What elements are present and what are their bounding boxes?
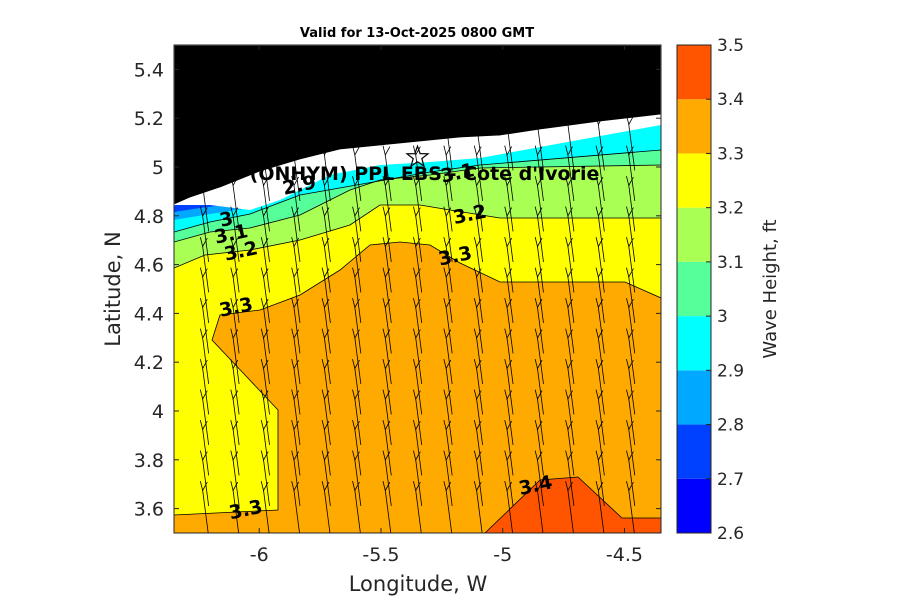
wave-arrow	[230, 176, 240, 232]
colorbar-swatch	[677, 478, 711, 533]
wave-arrow	[199, 176, 210, 232]
y-tick-label: 4	[152, 401, 164, 423]
colorbar-tick-label: 3.5	[717, 36, 744, 56]
colorbar-swatch	[677, 207, 711, 262]
wave-direction-arrows	[199, 115, 636, 533]
y-tick-label: 4.6	[134, 255, 164, 277]
colorbar-tick-label: 2.9	[717, 361, 744, 381]
wave-arrow	[321, 145, 331, 202]
y-tick-label: 5.4	[134, 59, 164, 81]
colorbar-tick-label: 3.4	[717, 90, 744, 110]
y-tick-label: 4.8	[134, 206, 164, 228]
colorbar-swatch	[677, 261, 711, 317]
y-tick-label: 5	[152, 157, 164, 179]
y-axis-ticks: 3.6 3.8 4 4.2 4.4 4.6 4.8 5 5.2 5.4	[134, 59, 661, 521]
y-tick-label: 4.4	[134, 303, 164, 325]
x-axis-label: Longitude, W	[349, 572, 488, 596]
y-tick-label: 3.8	[134, 450, 164, 472]
colorbar-tick-label: 3.3	[717, 144, 744, 164]
contour-labels: 2.9 3.133.13.23.23.33.33.33.4	[212, 159, 554, 524]
wave-arrow	[291, 145, 301, 202]
wave-arrow	[595, 115, 605, 171]
wave-arrow	[260, 145, 270, 202]
wave-arrow	[565, 115, 575, 171]
station-label: (ONHYM) PPL EBS - Cote d'Ivorie	[250, 163, 600, 185]
wave-arrow	[443, 115, 453, 171]
colorbar-tick-label: 2.8	[717, 416, 744, 436]
colorbar-frame	[676, 44, 712, 534]
colorbar: 2.6 2.7 2.8 2.9 3 3.1 3.2 3.3 3.4 3.5	[677, 36, 744, 544]
y-tick-label: 3.6	[134, 499, 164, 521]
x-tick-label: -6	[250, 544, 269, 566]
colorbar-swatch	[677, 153, 711, 208]
wave-arrow	[504, 115, 514, 171]
colorbar-tick-label: 3	[717, 307, 728, 327]
contour-label: 3	[218, 208, 236, 232]
wave-arrow	[382, 145, 392, 202]
colorbar-label: Wave Height, ft	[760, 219, 781, 358]
colorbar-swatch	[677, 45, 711, 100]
y-tick-label: 5.2	[134, 108, 164, 130]
y-tick-label: 4.2	[134, 352, 164, 374]
colorbar-swatch	[677, 370, 711, 425]
x-tick-label: -5.5	[362, 544, 399, 566]
wave-arrow	[626, 115, 636, 171]
colorbar-tick-label: 3.2	[717, 199, 744, 219]
y-axis-label: Latitude, N	[101, 231, 125, 347]
wave-arrow	[534, 115, 544, 171]
colorbar-swatch	[677, 424, 711, 479]
wave-arrow	[352, 145, 362, 202]
station-star-icon	[405, 144, 430, 168]
axes-frame	[173, 44, 662, 534]
plot-area: 2.9 3.133.13.23.23.33.33.33.4 (ONHYM) PPL…	[174, 45, 661, 533]
colorbar-swatch	[677, 316, 711, 371]
wave-arrow	[473, 115, 483, 171]
x-tick-label: -5	[493, 544, 512, 566]
colorbar-tick-label: 3.1	[717, 253, 744, 273]
colorbar-swatch	[677, 99, 711, 154]
colorbar-tick-label: 2.7	[717, 470, 744, 490]
colorbar-tick-label: 2.6	[717, 524, 744, 544]
x-axis-ticks: -6 -5.5 -5 -4.5	[250, 45, 643, 566]
chart-title: Valid for 13-Oct-2025 0800 GMT	[300, 26, 534, 41]
x-tick-label: -4.5	[606, 544, 643, 566]
